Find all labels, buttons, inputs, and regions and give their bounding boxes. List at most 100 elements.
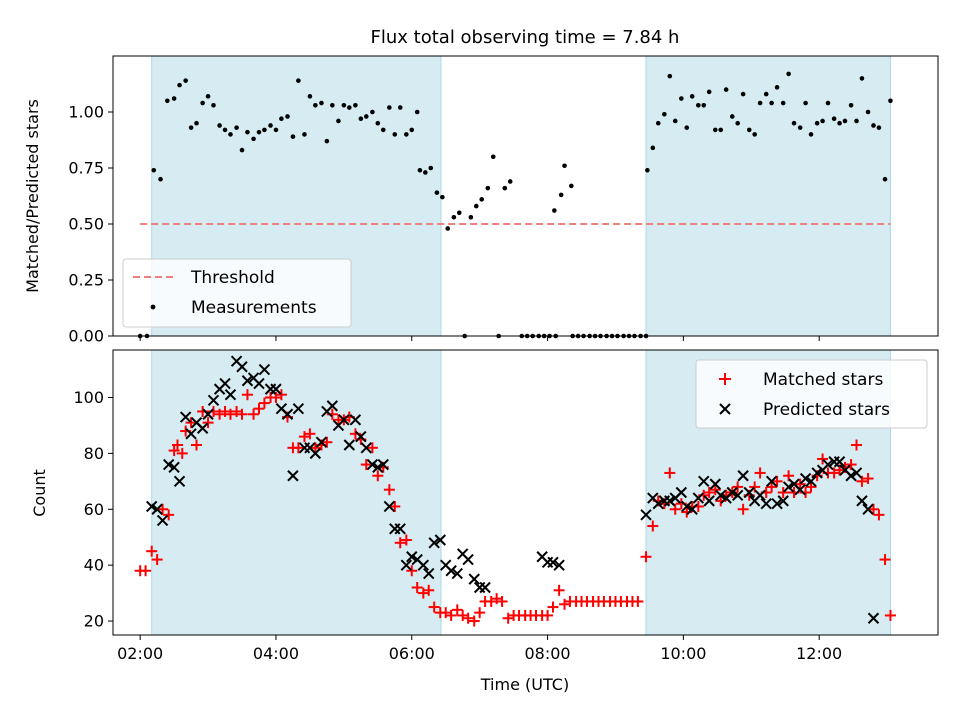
matched-stars-points [134,389,896,627]
legend-predicted-label: Predicted stars [763,400,890,420]
predicted-star-point [765,475,778,488]
matched-star-point [879,554,891,566]
y-tick-label: 60 [84,500,104,519]
x-tick-label: 06:00 [389,644,435,663]
measurement-point [746,127,752,133]
measurement-point [814,120,820,126]
predicted-star-point [445,565,457,577]
matched-star-point [468,615,480,627]
predicted-star-point [715,489,727,502]
predicted-star-point [253,377,265,390]
predicted-star-point [338,414,350,426]
matched-star-point [783,470,795,482]
matched-star-point [321,436,333,448]
predicted-star-point [799,472,812,485]
legend-measurements-swatch [150,304,156,310]
measurement-point [701,102,707,108]
measurement-point [712,127,718,133]
measurement-point [490,154,496,160]
predicted-star-point [547,556,559,569]
predicted-star-point [406,551,418,563]
predicted-star-point [822,458,834,471]
predicted-star-point [315,436,328,448]
matched-star-point [794,478,806,490]
measurement-point [268,123,273,128]
predicted-star-point [777,495,789,507]
predicted-star-point [771,497,783,510]
measurement-point [667,73,673,79]
matched-star-point [168,445,180,457]
matched-star-point [766,481,778,493]
measurement-point [865,109,871,115]
matched-star-point [394,537,406,549]
matched-star-point [553,584,565,596]
matched-star-point [185,417,197,429]
measurement-point [786,71,791,77]
predicted-star-point [423,567,435,580]
measurement-point [239,147,245,153]
measurement-point [414,109,420,115]
x-tick-label: 08:00 [525,644,571,663]
matched-star-point [389,500,401,512]
matched-star-point [236,408,248,420]
measurement-point [558,192,564,198]
ratio-plot-frame [112,55,939,337]
predicted-star-point [805,475,817,488]
predicted-star-point [151,503,163,515]
matched-star-point [309,442,321,454]
predicted-star-point [185,428,197,440]
y-tick-label: 0.50 [68,215,104,234]
measurement-point [871,123,876,128]
measurement-point [346,105,352,110]
ratio-y-ticks: 0.00 0.25 0.50 0.75 1.00 [68,103,113,346]
matched-star-point [749,481,761,493]
matched-star-point [253,403,265,415]
measurement-point [645,167,650,173]
count-panel: 20 40 60 80 100 02:00 04:00 06:00 08:00 10:00 12:… [30,349,939,694]
measurement-point [188,125,194,130]
measurement-point [445,226,451,231]
measurement-point [183,78,188,83]
matched-star-point [817,453,829,465]
measurement-point [569,183,574,189]
measurement-point [842,118,848,124]
measurement-point [706,89,712,95]
measurement-point [341,102,347,108]
measurement-point [423,170,428,175]
matched-star-point [873,509,885,521]
measurement-point [428,165,434,171]
x-tick-label: 10:00 [660,644,706,663]
measurement-point [854,118,859,124]
measurement-point [655,120,661,126]
predicted-star-point [270,383,282,395]
measurement-point [409,127,415,133]
predicted-star-point [850,467,863,479]
measurement-point [774,85,780,90]
measurement-point [502,185,508,191]
measurement-point [151,167,157,173]
observing-window-1 [151,349,442,636]
matched-star-point [640,551,652,563]
matched-star-point [732,481,744,493]
predicted-star-point [681,500,693,513]
measurement-point [456,210,462,216]
measurement-point [479,197,485,202]
measurement-point [723,87,729,92]
predicted-star-point [709,478,721,490]
measurement-point [769,100,774,106]
y-tick-label: 1.00 [68,103,104,122]
predicted-star-point [202,408,214,420]
matched-star-point [241,389,253,401]
predicted-star-point [811,467,823,479]
legend-matched-swatch [719,373,731,385]
x-axis-label: Time (UTC) [480,675,569,694]
legend-threshold-label: Threshold [190,268,275,288]
count-plot-frame [112,349,939,636]
matched-star-point [440,607,452,619]
matched-star-point [445,609,457,621]
chart-title: Flux total observing time = 7.84 h [371,27,680,48]
measurement-point [434,190,440,195]
measurement-point [763,91,769,97]
measurement-point [363,114,369,119]
measurement-point [876,125,882,130]
